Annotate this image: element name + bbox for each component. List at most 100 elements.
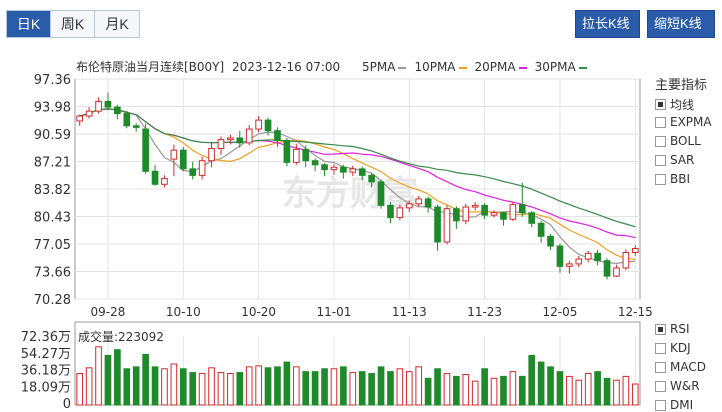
volume-bar	[528, 354, 536, 406]
price-tick-label: 93.98	[34, 101, 71, 116]
candle-body	[302, 148, 310, 162]
indicator-checkbox[interactable]	[655, 380, 666, 392]
volume-tick-label: 72.36万	[21, 330, 71, 345]
candle-body	[132, 125, 140, 128]
candle-body	[462, 206, 470, 222]
tab-weekly-k[interactable]: 周K	[51, 11, 95, 37]
candle-body	[104, 100, 112, 108]
candle-body	[556, 245, 564, 267]
indicator-checkbox[interactable]	[655, 135, 666, 147]
indicator-label: DMI	[670, 398, 694, 412]
time-tick-label: 10-10	[166, 305, 201, 319]
indicator-checkbox[interactable]	[655, 173, 666, 185]
tab-daily-k[interactable]: 日K	[7, 11, 51, 37]
volume-bar	[76, 373, 84, 406]
candle-body	[85, 110, 93, 117]
candle-body	[377, 181, 385, 206]
ma-legend: 5PMA 10PMA 20PMA 30PMA	[362, 60, 595, 74]
volume-bar	[613, 379, 620, 406]
tab-monthly-k[interactable]: 月K	[95, 11, 139, 37]
candle-body	[95, 100, 102, 112]
candle-body	[387, 204, 394, 219]
volume-bar	[471, 380, 479, 406]
indicator-checkbox[interactable]	[655, 116, 666, 128]
volume-bar	[349, 372, 357, 406]
candle-body	[283, 139, 291, 163]
candle-body	[613, 267, 620, 277]
candle-body	[292, 148, 300, 163]
candle-body	[340, 166, 347, 173]
volume-label: 成交量:223092	[78, 330, 164, 344]
candle-body	[274, 130, 281, 141]
indicator-option-sar[interactable]: SAR	[655, 153, 694, 167]
price-tick-label: 90.59	[34, 128, 71, 143]
volume-bar	[490, 377, 498, 406]
price-tick-label: 73.66	[34, 266, 71, 281]
volume-bar	[236, 372, 244, 406]
candle-body	[537, 222, 545, 237]
volume-bar	[358, 371, 366, 406]
volume-bar	[387, 371, 394, 406]
indicator-option-dmi[interactable]: DMI	[655, 398, 693, 412]
candle-body	[490, 212, 498, 216]
indicator-option-expma[interactable]: EXPMA	[655, 115, 712, 129]
indicator-option-w-r[interactable]: W&R	[655, 379, 700, 393]
chart-header: 布伦特原油当月连续[B00Y] 2023-12-16 07:00 5PMA 10P…	[76, 58, 595, 75]
volume-bar	[415, 366, 423, 406]
candle-body	[208, 148, 215, 162]
indicator-checkbox[interactable]	[655, 323, 666, 335]
volume-tick-label: 54.27万	[21, 347, 71, 362]
candle-body	[566, 263, 573, 267]
indicator-label: BOLL	[670, 134, 701, 148]
price-tick-label: 80.43	[34, 211, 71, 226]
volume-bar	[142, 353, 149, 406]
volume-bar	[151, 366, 159, 406]
volume-tick-label: 18.09万	[21, 380, 71, 395]
ma-legend-swatch	[398, 66, 407, 69]
indicator-checkbox[interactable]	[655, 342, 666, 354]
candle-body	[603, 260, 611, 277]
volume-bar	[481, 368, 488, 406]
indicator-option-boll[interactable]: BOLL	[655, 134, 701, 148]
indicator-label: 均线	[670, 98, 695, 112]
volume-bar	[274, 366, 281, 406]
indicator-checkbox[interactable]	[655, 361, 666, 373]
indicator-option-macd[interactable]: MACD	[655, 360, 706, 374]
candle-body	[123, 113, 131, 127]
indicator-checkbox[interactable]	[655, 154, 666, 166]
indicator-option-rsi[interactable]: RSI	[655, 322, 690, 336]
time-tick-label: 09-28	[91, 305, 126, 319]
indicator-option-kdj[interactable]: KDJ	[655, 341, 691, 355]
volume-bar	[622, 375, 630, 406]
volume-bar	[462, 373, 470, 406]
shorten-kline-button[interactable]: 缩短K线	[647, 10, 715, 38]
indicator-option-bbi[interactable]: BBI	[655, 172, 690, 186]
candle-body	[547, 235, 554, 247]
volume-bar	[405, 371, 413, 406]
volume-bar	[584, 373, 592, 406]
volume-bar	[189, 372, 197, 406]
indicator-checkbox[interactable]	[655, 99, 666, 110]
candle-body	[189, 168, 197, 176]
indicator-label: EXPMA	[670, 115, 712, 129]
volume-bar	[170, 363, 178, 406]
volume-bar	[255, 365, 262, 406]
candle-body	[471, 204, 479, 208]
volume-bar	[264, 367, 272, 406]
volume-bar	[330, 368, 338, 406]
candle-body	[236, 137, 244, 144]
volume-bar	[575, 379, 583, 406]
volume-plot-frame	[74, 321, 641, 406]
candle-body	[424, 198, 432, 208]
volume-bar	[292, 366, 300, 406]
indicator-label: MACD	[670, 360, 706, 374]
ma-line-5	[79, 108, 636, 265]
ma-legend-swatch	[518, 66, 527, 69]
stretch-kline-button[interactable]: 拉长K线	[575, 10, 640, 38]
ma-legend-swatch	[578, 66, 587, 69]
indicator-label: SAR	[670, 153, 695, 167]
candle-body	[151, 170, 159, 185]
indicator-option--[interactable]: 均线	[655, 96, 694, 113]
time-tick-label: 11-13	[392, 305, 427, 319]
volume-bar	[321, 368, 328, 406]
